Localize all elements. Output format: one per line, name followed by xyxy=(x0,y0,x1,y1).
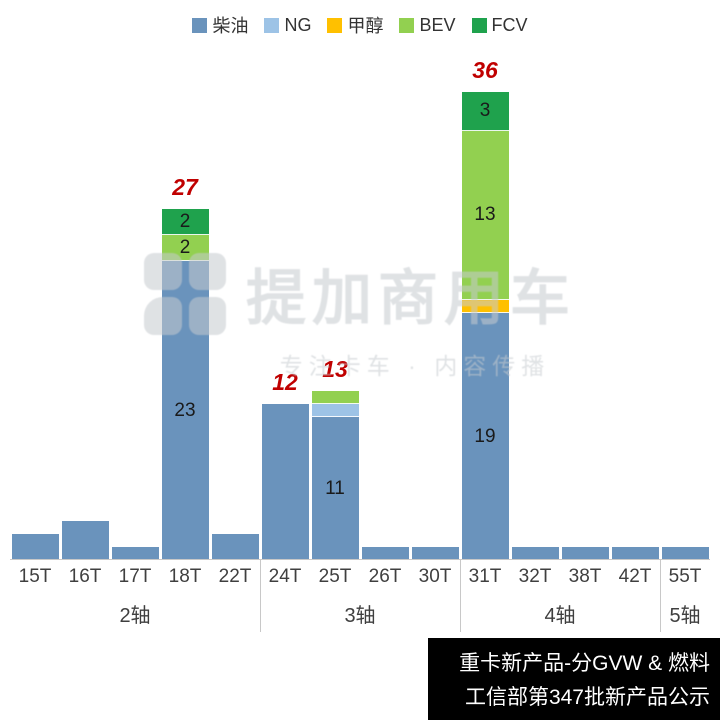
legend-item-NG: NG xyxy=(264,15,311,36)
bar-segment-FCV: 2 xyxy=(161,209,209,235)
bar-segment-BEV: 2 xyxy=(161,235,209,261)
axis-group-separator xyxy=(260,560,261,632)
legend-item-甲醇: 甲醇 xyxy=(327,12,383,38)
x-tick-row: 15T 16T 17T 18T 22T 24T 25T 26T 30T 31T 32T 38T 42T 5… xyxy=(10,562,710,592)
x-tick-label-22T: 22T xyxy=(218,566,252,587)
bar-segment-BEV: 13 xyxy=(461,131,509,300)
bar-column-55T xyxy=(660,55,710,560)
legend-label: 柴油 xyxy=(212,16,249,36)
x-tick-label-24T: 24T xyxy=(268,566,302,587)
x-tick-label-26T: 26T xyxy=(368,566,402,587)
x-tick-label-32T: 32T xyxy=(518,566,552,587)
bar-segment-柴油 xyxy=(11,534,59,560)
bar-segment-柴油 xyxy=(61,521,109,560)
legend-item-FCV: FCV xyxy=(471,14,528,36)
bar-stack xyxy=(511,547,559,560)
x-tick-label-55T: 55T xyxy=(668,566,702,587)
legend: 柴油 NG 甲醇 BEV FCV xyxy=(0,12,720,38)
total-label: 13 xyxy=(322,356,348,382)
bar-stack xyxy=(611,547,659,560)
legend-swatch-icon xyxy=(471,17,487,33)
legend-swatch-icon xyxy=(327,17,343,33)
bar-segment-NG xyxy=(311,404,359,417)
bar-column-17T xyxy=(110,55,160,560)
total-label: 36 xyxy=(472,57,498,83)
footer-title: 重卡新产品-分GVW & 燃料 xyxy=(459,652,710,675)
bar-column-38T xyxy=(560,55,610,560)
bar-segment-柴油 xyxy=(561,547,609,560)
bar-column-32T xyxy=(510,55,560,560)
bar-column-22T xyxy=(210,55,260,560)
footer-panel: 重卡新产品-分GVW & 燃料 工信部第347批新产品公示 xyxy=(428,638,720,720)
legend-swatch-icon xyxy=(399,17,415,33)
x-tick-label-17T: 17T xyxy=(118,566,152,587)
bar-column-18T: 2 2 23 27 xyxy=(160,55,210,560)
bar-stack: 3 13 19 xyxy=(461,92,509,560)
axis-group-separator xyxy=(660,560,661,632)
bar-segment-柴油 xyxy=(661,547,709,560)
bar-segment-柴油 xyxy=(211,534,259,560)
bar-stack xyxy=(361,547,409,560)
bar-stack xyxy=(411,547,459,560)
bar-column-42T xyxy=(610,55,660,560)
x-tick-label-42T: 42T xyxy=(618,566,652,587)
axis-group-label-4轴: 4轴 xyxy=(544,604,576,627)
axis-group-row: 2轴 3轴 4轴 5轴 xyxy=(10,594,710,632)
axis-group-separator xyxy=(460,560,461,632)
bar-column-24T: 12 xyxy=(260,55,310,560)
footer-subtitle: 工信部第347批新产品公示 xyxy=(464,686,710,709)
bar-segment-BEV xyxy=(311,391,359,404)
bar-column-30T xyxy=(410,55,460,560)
legend-item-柴油: 柴油 xyxy=(192,12,248,38)
x-tick-label-16T: 16T xyxy=(68,566,102,587)
axis-group-label-3轴: 3轴 xyxy=(344,604,376,627)
bar-segment-柴油: 11 xyxy=(311,417,359,560)
total-label: 12 xyxy=(272,369,298,395)
legend-label: FCV xyxy=(491,14,528,35)
bar-segment-柴油: 19 xyxy=(461,313,509,560)
bar-stack xyxy=(11,534,59,560)
bar-column-15T xyxy=(10,55,60,560)
axis-group-label-5轴: 5轴 xyxy=(669,604,701,627)
bar-column-26T xyxy=(360,55,410,560)
bar-column-25T: 11 13 xyxy=(310,55,360,560)
bar-stack xyxy=(61,521,109,560)
bar-segment-柴油 xyxy=(611,547,659,560)
bar-stack: 11 xyxy=(311,391,359,560)
x-tick-label-30T: 30T xyxy=(418,566,452,587)
bar-stack xyxy=(261,404,309,560)
bar-segment-甲醇 xyxy=(461,300,509,313)
bar-column-31T: 3 13 19 36 xyxy=(460,55,510,560)
bar-stack xyxy=(211,534,259,560)
bar-segment-FCV: 3 xyxy=(461,92,509,131)
legend-label: 甲醇 xyxy=(347,16,384,36)
x-tick-label-15T: 15T xyxy=(18,566,52,587)
bar-segment-柴油 xyxy=(361,547,409,560)
legend-swatch-icon xyxy=(264,17,280,33)
x-axis-line xyxy=(10,559,710,560)
legend-label: NG xyxy=(284,14,312,35)
bar-segment-柴油: 23 xyxy=(161,261,209,560)
total-label: 27 xyxy=(172,174,198,200)
x-tick-label-25T: 25T xyxy=(318,566,352,587)
bar-segment-柴油 xyxy=(111,547,159,560)
x-tick-label-18T: 18T xyxy=(168,566,202,587)
plot-area: 2 2 23 27 12 11 13 3 13 19 36 xyxy=(10,55,710,560)
bar-stack: 2 2 23 xyxy=(161,209,209,560)
x-tick-label-31T: 31T xyxy=(468,566,502,587)
legend-swatch-icon xyxy=(192,17,208,33)
bar-stack xyxy=(111,547,159,560)
bar-segment-柴油 xyxy=(511,547,559,560)
bar-stack xyxy=(661,547,709,560)
axis-group-label-2轴: 2轴 xyxy=(119,604,151,627)
legend-item-BEV: BEV xyxy=(399,14,456,36)
bar-column-16T xyxy=(60,55,110,560)
x-tick-label-38T: 38T xyxy=(568,566,602,587)
bar-stack xyxy=(561,547,609,560)
bar-segment-柴油 xyxy=(261,404,309,560)
bar-segment-柴油 xyxy=(411,547,459,560)
legend-label: BEV xyxy=(419,14,456,35)
